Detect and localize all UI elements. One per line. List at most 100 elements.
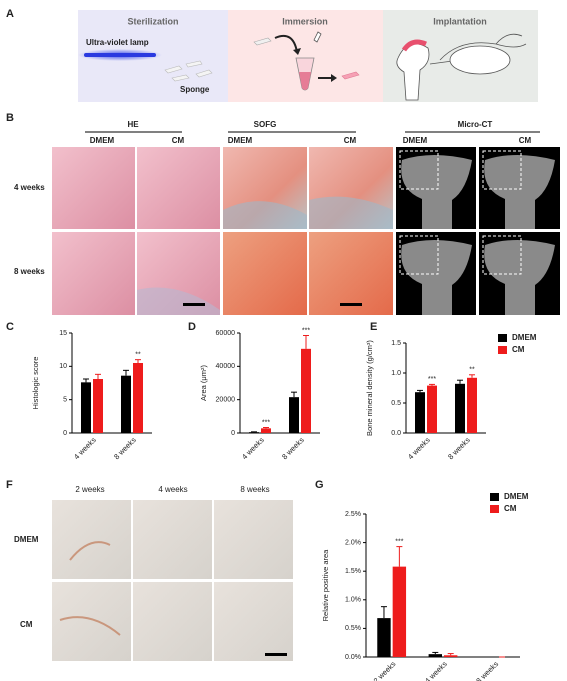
significance: *** bbox=[428, 376, 436, 383]
legend-swatch bbox=[498, 334, 507, 342]
x-tick-label: 2 weeks bbox=[372, 659, 398, 681]
sponge-label: Sponge bbox=[180, 85, 210, 94]
ihc-images bbox=[52, 500, 293, 661]
step-title: Immersion bbox=[282, 16, 328, 26]
y-tick-label: 2.0% bbox=[345, 539, 361, 546]
significance: *** bbox=[262, 419, 270, 426]
histology-images bbox=[52, 147, 393, 315]
bar bbox=[121, 375, 131, 433]
column-header: 8 weeks bbox=[240, 485, 269, 494]
micro-ct-images bbox=[396, 147, 560, 315]
panel-label: G bbox=[315, 479, 324, 491]
panel-label: D bbox=[188, 321, 196, 333]
y-tick-label: 0.5 bbox=[391, 400, 401, 407]
bar bbox=[249, 432, 259, 433]
y-tick-label: 0.5% bbox=[345, 625, 361, 632]
step-title: Implantation bbox=[433, 16, 487, 26]
x-tick-label: 8 weeks bbox=[112, 435, 138, 461]
bar bbox=[444, 655, 458, 657]
y-tick-label: 2.5% bbox=[345, 511, 361, 518]
column-header: CM bbox=[519, 136, 532, 145]
panel-label: F bbox=[6, 479, 13, 491]
x-tick-label: 4 weeks bbox=[423, 659, 449, 681]
bar bbox=[392, 566, 407, 657]
legend-swatch bbox=[498, 346, 507, 354]
y-axis-label: Relative positive area bbox=[321, 549, 330, 622]
legend-label: DMEM bbox=[504, 492, 529, 501]
x-tick-label: 8 weeks bbox=[474, 659, 500, 681]
group-header: SOFG bbox=[254, 120, 277, 129]
step-title: Sterilization bbox=[127, 16, 178, 26]
bar bbox=[261, 428, 271, 433]
panel-label: B bbox=[6, 112, 14, 124]
y-axis-label: Bone mineral density (g/cm³) bbox=[365, 340, 374, 436]
y-tick-label: 60000 bbox=[216, 330, 236, 337]
y-tick-label: 0.0 bbox=[391, 430, 401, 437]
uv-lamp bbox=[84, 53, 156, 57]
column-header: 4 weeks bbox=[158, 485, 187, 494]
implantation-icon bbox=[396, 33, 527, 101]
immersion-icon bbox=[253, 31, 360, 91]
row-header: CM bbox=[20, 620, 33, 629]
panel-f-headers: 2 weeks 4 weeks 8 weeks DMEM CM bbox=[14, 485, 270, 629]
panel-label: C bbox=[6, 321, 14, 333]
bar bbox=[93, 379, 103, 433]
bar bbox=[377, 618, 391, 657]
panel-b-headers: HE SOFG Micro-CT DMEM CM DMEM CM DMEM CM… bbox=[14, 120, 540, 276]
x-tick-label: 4 weeks bbox=[406, 435, 432, 461]
x-tick-label: 8 weeks bbox=[446, 435, 472, 461]
column-header: CM bbox=[344, 136, 357, 145]
row-header: 4 weeks bbox=[14, 183, 45, 192]
x-tick-label: 8 weeks bbox=[280, 435, 306, 461]
bar bbox=[455, 383, 465, 433]
y-axis-label: Area (μm²) bbox=[199, 365, 208, 401]
y-tick-label: 0.0% bbox=[345, 654, 361, 661]
x-tick-label: 4 weeks bbox=[72, 435, 98, 461]
column-header: DMEM bbox=[403, 136, 428, 145]
y-tick-label: 15 bbox=[59, 330, 67, 337]
legend-label: CM bbox=[512, 345, 525, 354]
significance: ** bbox=[135, 352, 141, 359]
column-header: DMEM bbox=[228, 136, 253, 145]
legend-swatch bbox=[490, 505, 499, 513]
y-tick-label: 1.5 bbox=[391, 340, 401, 347]
bar bbox=[81, 382, 91, 433]
significance: ** bbox=[469, 367, 475, 374]
sponges bbox=[164, 60, 213, 82]
row-header: 8 weeks bbox=[14, 267, 45, 276]
column-header: CM bbox=[172, 136, 185, 145]
bar bbox=[133, 363, 143, 433]
y-tick-label: 10 bbox=[59, 363, 67, 370]
bar bbox=[467, 377, 477, 433]
y-axis-label: Histologic score bbox=[31, 357, 40, 410]
y-tick-label: 0 bbox=[63, 430, 67, 437]
bar bbox=[428, 654, 442, 657]
column-header: DMEM bbox=[90, 136, 115, 145]
legend-label: DMEM bbox=[512, 333, 537, 342]
bar bbox=[415, 392, 425, 433]
lamp-label: Ultra-violet lamp bbox=[86, 38, 149, 47]
significance: *** bbox=[302, 327, 310, 334]
x-tick-label: 4 weeks bbox=[240, 435, 266, 461]
legend-swatch bbox=[490, 493, 499, 501]
y-tick-label: 40000 bbox=[216, 363, 236, 370]
significance: *** bbox=[395, 538, 403, 545]
bar bbox=[289, 397, 299, 433]
panel-label: A bbox=[6, 8, 14, 20]
bar bbox=[427, 385, 437, 433]
y-tick-label: 0 bbox=[231, 430, 235, 437]
row-header: DMEM bbox=[14, 535, 39, 544]
bar bbox=[301, 348, 311, 433]
panel-label: E bbox=[370, 321, 377, 333]
legend-label: CM bbox=[504, 504, 517, 513]
group-header: HE bbox=[127, 120, 139, 129]
group-header: Micro-CT bbox=[458, 120, 493, 129]
y-tick-label: 5 bbox=[63, 397, 67, 404]
y-tick-label: 1.0 bbox=[391, 370, 401, 377]
y-tick-label: 20000 bbox=[216, 397, 236, 404]
column-header: 2 weeks bbox=[75, 485, 104, 494]
y-tick-label: 1.5% bbox=[345, 568, 361, 575]
y-tick-label: 1.0% bbox=[345, 597, 361, 604]
